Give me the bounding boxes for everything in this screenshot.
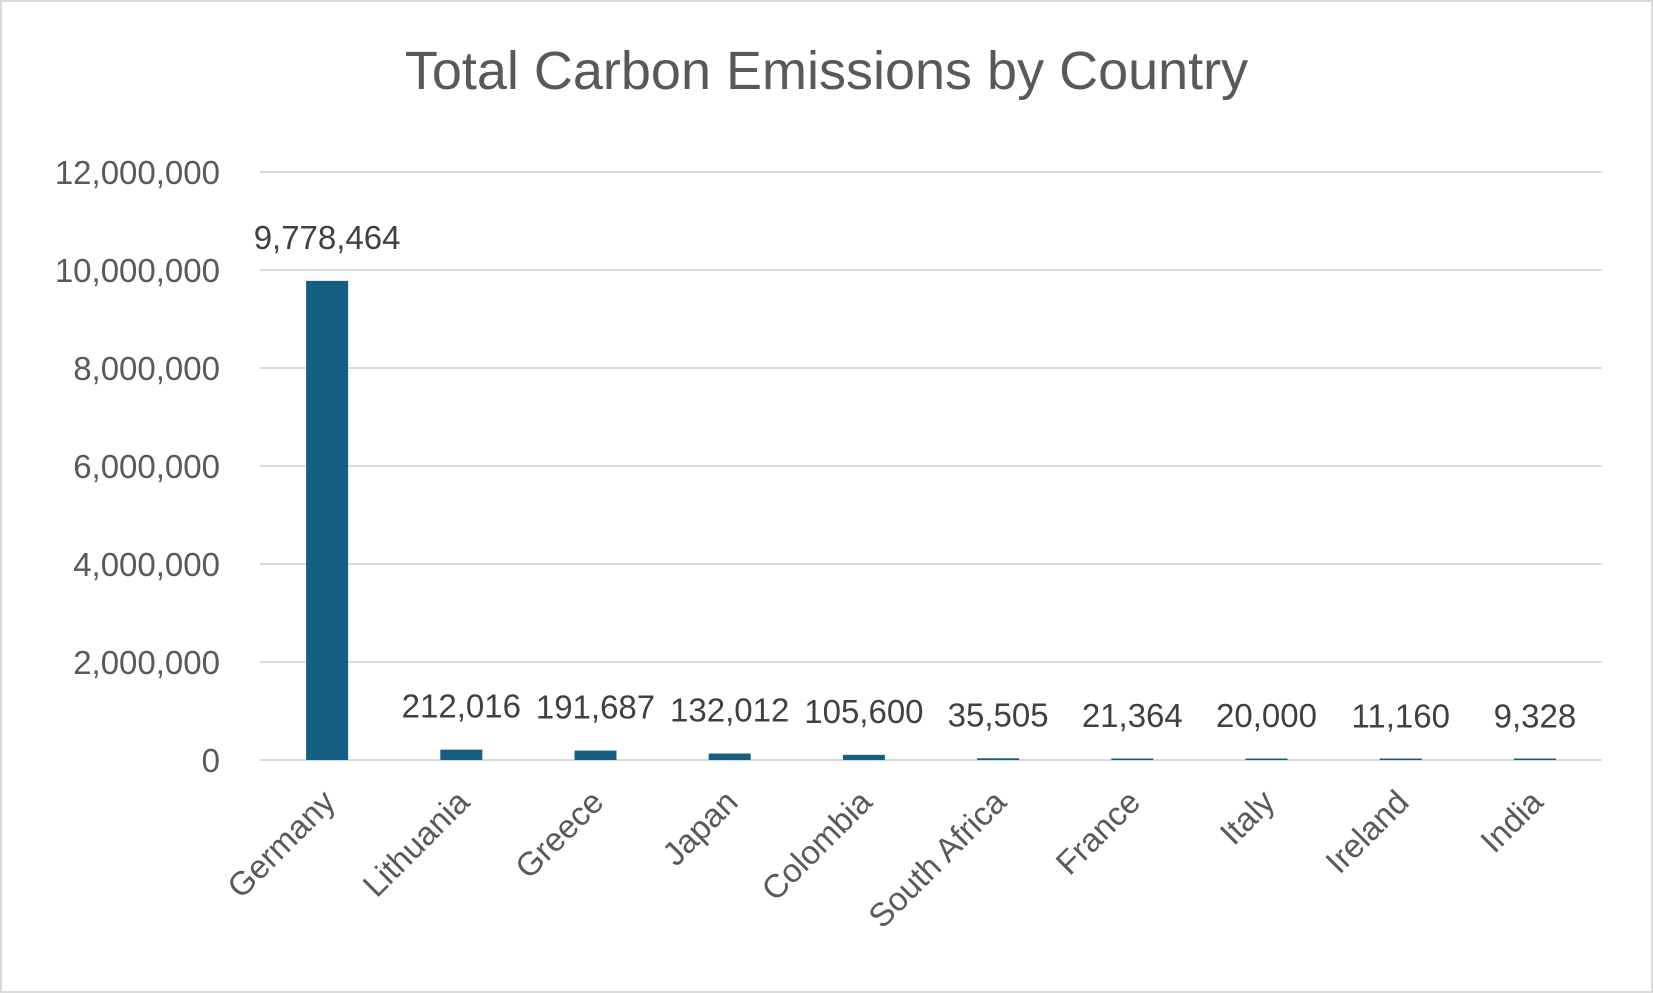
- data-label-ireland: 11,160: [1351, 697, 1449, 734]
- y-tick-label: 8,000,000: [73, 350, 220, 387]
- category-label-south-africa: South Africa: [861, 782, 1013, 934]
- bar-greece: [574, 750, 617, 760]
- data-label-south-africa: 35,505: [948, 696, 1049, 733]
- y-tick-label: 0: [202, 742, 220, 779]
- y-tick-label: 6,000,000: [73, 448, 220, 485]
- data-label-colombia: 105,600: [804, 693, 923, 730]
- category-label-germany: Germany: [220, 782, 342, 904]
- bar-france: [1111, 758, 1154, 760]
- data-label-greece: 191,687: [536, 689, 655, 726]
- bar-india: [1513, 758, 1556, 760]
- bar-ireland: [1379, 758, 1422, 760]
- data-labels: 9,778,464 212,016 191,687 132,012 105,600 35,…: [254, 219, 1577, 735]
- y-tick-label: 2,000,000: [73, 644, 220, 681]
- category-label-lithuania: Lithuania: [355, 782, 476, 903]
- category-label-india: India: [1473, 782, 1550, 859]
- category-label-france: France: [1048, 783, 1147, 882]
- gridlines: [260, 171, 1602, 761]
- bar-south-africa: [977, 758, 1020, 760]
- data-label-japan: 132,012: [670, 692, 789, 729]
- category-label-ireland: Ireland: [1318, 783, 1416, 881]
- bar-lithuania: [440, 749, 483, 760]
- chart-title: Total Carbon Emissions by Country: [404, 41, 1249, 101]
- category-label-japan: Japan: [655, 783, 745, 873]
- x-axis-categories: Germany Lithuania Greece Japan ColombiaSouth…: [220, 782, 1550, 934]
- data-label-india: 9,328: [1494, 698, 1577, 735]
- data-label-germany: 9,778,464: [254, 219, 401, 256]
- data-label-lithuania: 212,016: [402, 688, 521, 725]
- data-label-france: 21,364: [1082, 697, 1183, 734]
- y-axis-ticks: 0 2,000,000 4,000,000 6,000,000 8,000,000 10,…: [55, 154, 220, 779]
- category-label-colombia: Colombia: [754, 782, 879, 907]
- data-label-italy: 20,000: [1216, 697, 1317, 734]
- y-tick-label: 12,000,000: [55, 154, 220, 191]
- y-tick-label: 4,000,000: [73, 546, 220, 583]
- y-tick-label: 10,000,000: [55, 252, 220, 289]
- bar-colombia: [842, 754, 885, 760]
- category-label-italy: Italy: [1212, 782, 1281, 851]
- bar-germany: [306, 280, 349, 760]
- bars: [306, 280, 1556, 760]
- bar-japan: [708, 753, 751, 760]
- category-label-greece: Greece: [508, 783, 611, 886]
- bar-italy: [1245, 758, 1288, 760]
